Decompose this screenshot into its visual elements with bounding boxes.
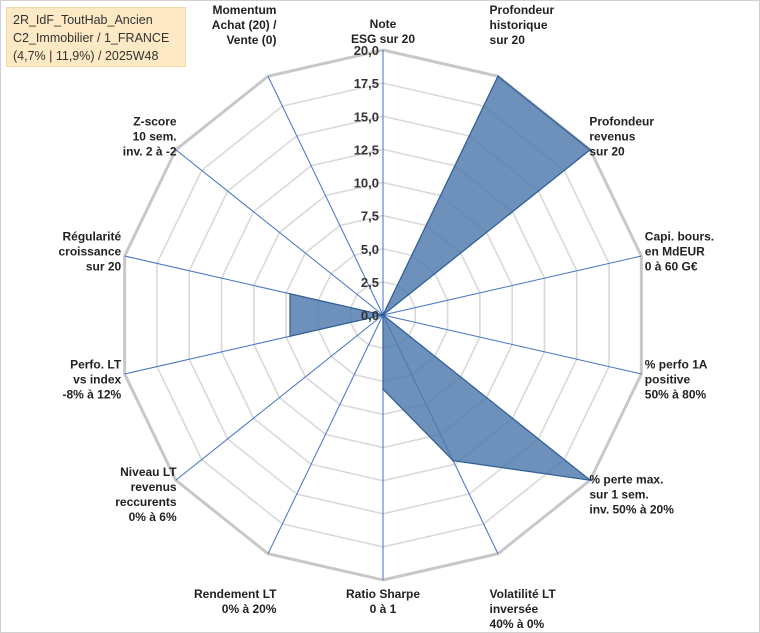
series-point-11 <box>289 292 291 295</box>
axis-label-5-line-1: sur 1 sem. <box>589 487 648 501</box>
tick-label-1: 2,5 <box>361 275 379 290</box>
axis-label-1-line-0: Profondeur <box>490 3 555 17</box>
axis-label-7-line-1: 0 à 1 <box>370 602 397 616</box>
tick-label-6: 15,0 <box>354 109 379 124</box>
series-point-7 <box>382 388 384 391</box>
axis-label-5-line-2: inv. 50% à 20% <box>589 502 674 516</box>
axis-label-4-line-2: 50% à 80% <box>645 387 707 401</box>
spoke-8 <box>267 314 384 554</box>
radar-series <box>289 75 593 482</box>
axis-label-9-line-0: Niveau LT <box>120 465 177 479</box>
series-point-13 <box>382 314 384 316</box>
spoke-3 <box>382 255 642 316</box>
tick-label-3: 7,5 <box>361 209 379 224</box>
axis-label-12: Z-score 10 sem. inv. 2 à -2 <box>123 115 177 159</box>
axis-label-13-line-0: Momentum <box>212 3 276 17</box>
info-line-3: (4,7% | 11,9%) / 2025W48 <box>13 49 159 63</box>
axis-label-5: % perte max. sur 1 sem. inv. 50% à 20% <box>589 472 674 516</box>
axis-label-2-line-1: revenus <box>589 130 635 144</box>
axis-label-8-line-0: Rendement LT <box>194 587 277 601</box>
axis-label-0: Note ESG sur 20 <box>351 17 415 46</box>
axis-label-10-line-2: -8% à 12% <box>62 387 121 401</box>
tick-label-7: 17,5 <box>354 76 379 91</box>
radar-tick-labels: 0,0 2,5 5,0 7,5 10,0 12,5 15,0 17,5 20,0 <box>354 43 379 323</box>
axis-label-12-line-2: inv. 2 à -2 <box>123 145 177 159</box>
axis-label-6: Volatilité LT inversée 40% à 0% <box>490 587 557 631</box>
axis-label-11-line-2: sur 20 <box>86 260 122 274</box>
axis-label-6-line-2: 40% à 0% <box>490 617 545 631</box>
spoke-13 <box>267 76 384 316</box>
tick-label-4: 10,0 <box>354 176 379 191</box>
axis-label-0-line-0: Note <box>370 17 397 31</box>
series-point-1 <box>497 75 499 78</box>
axis-label-2-line-0: Profondeur <box>589 115 654 129</box>
axis-label-5-line-0: % perte max. <box>589 472 663 486</box>
info-box: 2R_IdF_ToutHab_Ancien C2_Immobilier / 1_… <box>6 7 186 67</box>
axis-label-8-line-1: 0% à 20% <box>222 602 277 616</box>
axis-label-13-line-1: Achat (20) / <box>212 18 277 32</box>
axis-label-3: Capi. bours. en MdEUR 0 à 60 G€ <box>645 230 714 274</box>
axis-label-7-line-0: Ratio Sharpe <box>346 587 420 601</box>
axis-label-1-line-1: historique <box>490 18 548 32</box>
axis-label-4-line-1: positive <box>645 372 691 386</box>
series-point-5 <box>589 479 591 482</box>
axis-label-6-line-0: Volatilité LT <box>490 587 557 601</box>
info-line-2: C2_Immobilier / 1_FRANCE <box>13 31 170 45</box>
axis-label-8: Rendement LT 0% à 20% <box>194 587 277 616</box>
series-point-6 <box>452 459 454 462</box>
axis-label-13-line-2: Vente (0) <box>226 33 276 47</box>
tick-label-5: 12,5 <box>354 142 379 157</box>
axis-label-10-line-1: vs index <box>73 372 121 386</box>
axis-label-2-line-2: sur 20 <box>589 145 625 159</box>
axis-label-3-line-0: Capi. bours. <box>645 230 714 244</box>
tick-label-0: 0,0 <box>361 308 379 323</box>
axis-label-3-line-2: 0 à 60 G€ <box>645 260 698 274</box>
axis-label-10: Perfo. LT vs index -8% à 12% <box>62 357 121 401</box>
axis-label-1-line-2: sur 20 <box>490 33 526 47</box>
axis-label-7: Ratio Sharpe 0 à 1 <box>346 587 420 616</box>
axis-label-11: Régularité croissance sur 20 <box>58 230 121 274</box>
axis-label-9-line-1: revenus <box>131 480 177 494</box>
spoke-9 <box>175 314 384 481</box>
axis-label-12-line-0: Z-score <box>133 115 177 129</box>
spoke-4 <box>382 314 642 375</box>
axis-label-2: Profondeur revenus sur 20 <box>589 115 654 159</box>
series-point-2 <box>589 148 591 151</box>
axis-label-11-line-0: Régularité <box>63 230 122 244</box>
axis-label-11-line-1: croissance <box>58 245 121 259</box>
axis-label-12-line-1: 10 sem. <box>133 130 177 144</box>
axis-label-0-line-1: ESG sur 20 <box>351 32 415 46</box>
axis-label-4: % perfo 1A positive 50% à 80% <box>645 357 708 401</box>
tick-label-2: 5,0 <box>361 242 379 257</box>
axis-label-9-line-2: reccurents <box>115 495 177 509</box>
axis-label-13: Momentum Achat (20) / Vente (0) <box>212 3 277 47</box>
series-point-10 <box>289 335 291 338</box>
spoke-12 <box>175 149 384 316</box>
axis-label-1: Profondeur historique sur 20 <box>490 3 555 47</box>
axis-label-10-line-0: Perfo. LT <box>70 357 122 371</box>
tick-label-8: 20,0 <box>354 43 379 58</box>
axis-label-3-line-1: en MdEUR <box>645 245 705 259</box>
axis-label-9: Niveau LT revenus reccurents 0% à 6% <box>115 465 177 524</box>
info-line-1: 2R_IdF_ToutHab_Ancien <box>13 13 153 27</box>
axis-label-4-line-0: % perfo 1A <box>645 357 708 371</box>
axis-label-6-line-1: inversée <box>490 602 539 616</box>
axis-label-9-line-3: 0% à 6% <box>129 510 177 524</box>
